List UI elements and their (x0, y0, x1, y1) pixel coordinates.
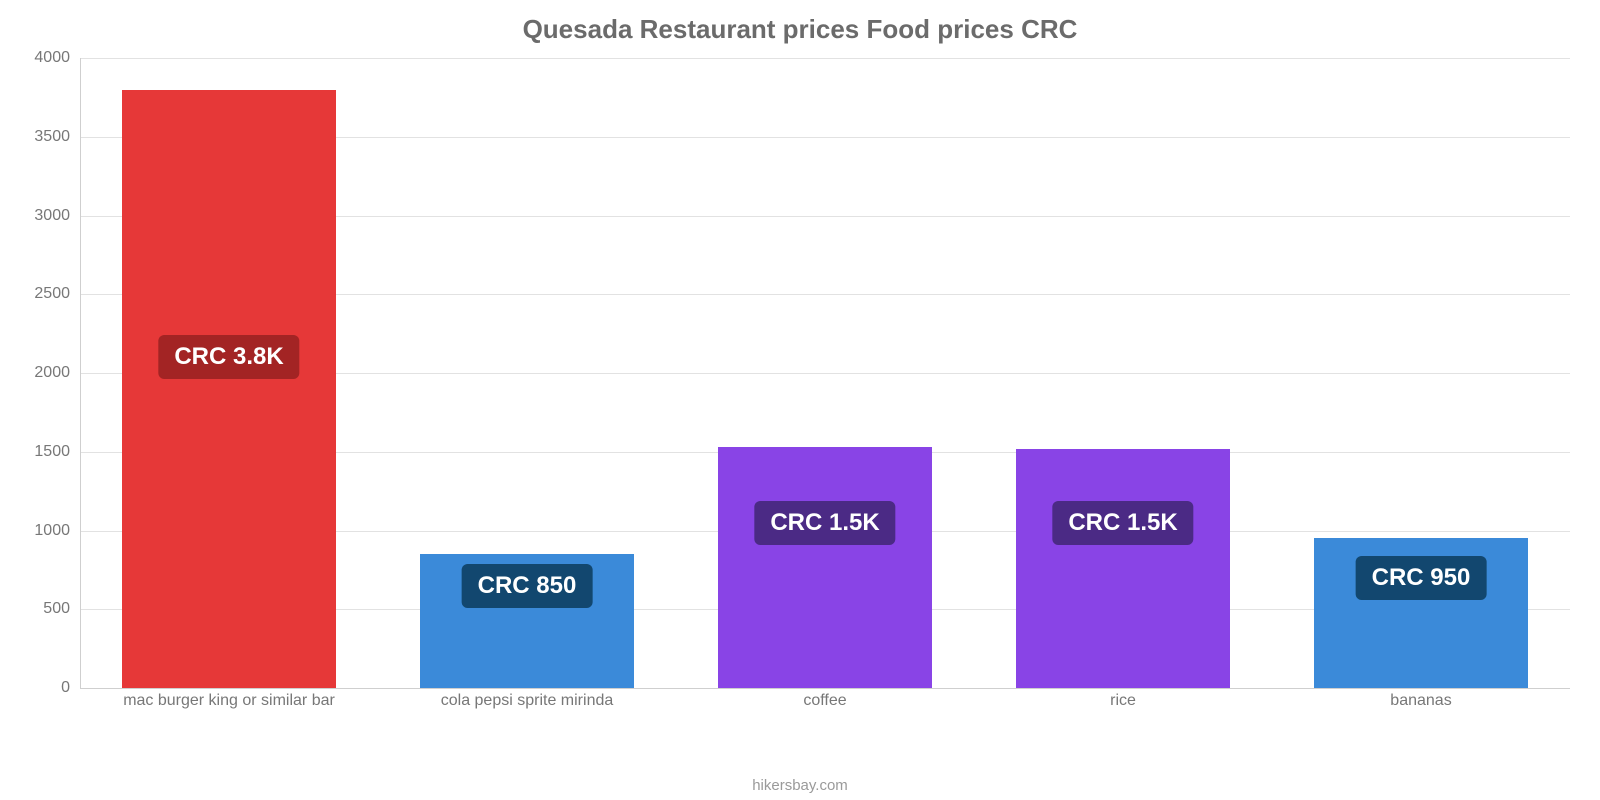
attribution-text: hikersbay.com (752, 777, 848, 794)
value-badge: CRC 1.5K (1052, 501, 1193, 545)
bar (718, 447, 933, 688)
x-tick-label: rice (1110, 692, 1136, 710)
y-tick-label: 500 (43, 600, 80, 618)
chart-area: 05001000150020002500300035004000CRC 3.8K… (80, 58, 1570, 728)
grid-line (80, 58, 1570, 59)
y-tick-label: 2500 (34, 285, 80, 303)
bar (1016, 449, 1231, 688)
y-tick-label: 4000 (34, 49, 80, 67)
x-axis-labels: mac burger king or similar bar cola pepsi… (80, 688, 1570, 728)
value-badge: CRC 1.5K (754, 501, 895, 545)
y-tick-label: 2000 (34, 364, 80, 382)
chart-title: Quesada Restaurant prices Food prices CR… (0, 0, 1600, 45)
value-badge: CRC 950 (1356, 556, 1487, 600)
y-tick-label: 3500 (34, 128, 80, 146)
x-tick-label: coffee (803, 692, 846, 710)
bar (122, 90, 337, 689)
x-tick-label: cola pepsi sprite mirinda (441, 692, 614, 710)
x-tick-label: mac burger king or similar bar (123, 692, 335, 710)
y-tick-label: 1500 (34, 443, 80, 461)
value-badge: CRC 3.8K (158, 335, 299, 379)
x-tick-label: bananas (1390, 692, 1451, 710)
y-tick-label: 1000 (34, 522, 80, 540)
value-badge: CRC 850 (462, 564, 593, 608)
y-tick-label: 0 (61, 679, 80, 697)
y-tick-label: 3000 (34, 207, 80, 225)
y-axis-line (80, 58, 81, 688)
plot-area: 05001000150020002500300035004000CRC 3.8K… (80, 58, 1570, 688)
